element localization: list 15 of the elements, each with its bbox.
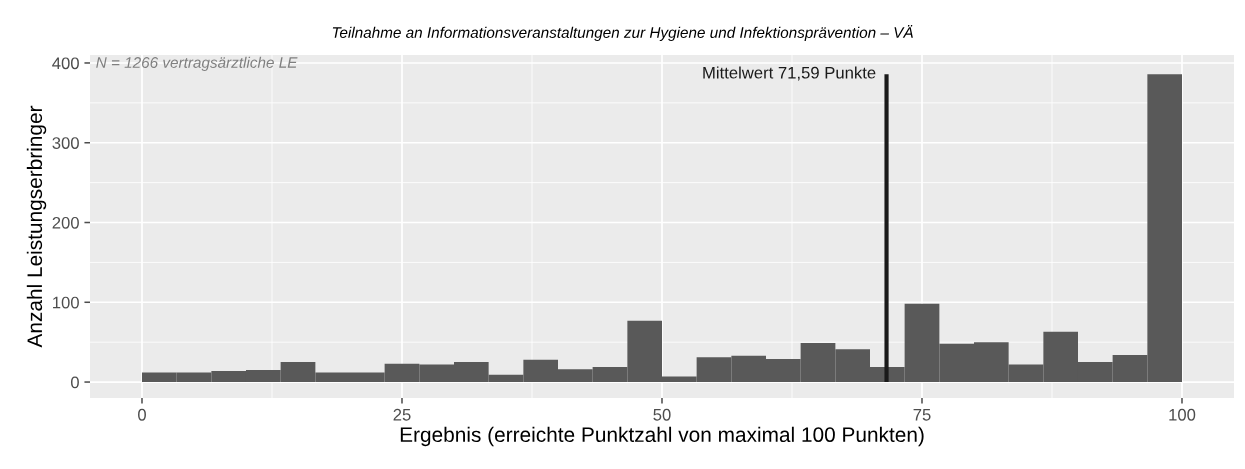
x-tick-label: 75	[913, 409, 931, 421]
chart-title: Teilnahme an Informationsveranstaltungen zur Hygiene und Infektionsprävention – VÄ	[332, 25, 913, 41]
x-tick-label: 0	[138, 408, 146, 421]
annotation: N = 1266 vertragsärztliche LE	[96, 56, 298, 71]
x-tick-label: 50	[653, 408, 671, 421]
x-tick-label: 25	[393, 408, 411, 421]
y-tick-label: 0	[70, 376, 79, 389]
y-tick-label: 200	[52, 216, 79, 229]
x-axis-title: Ergebnis (erreichte Punktzahl von maximal 100 Punkten)	[400, 426, 924, 447]
ref-line-label: Mittelwert 71,59 Punkte	[703, 66, 876, 81]
y-tick-label: 100	[53, 296, 79, 309]
y-axis-title: Anzahl Leistungserbringer	[26, 105, 47, 348]
y-tick-label: 400	[52, 57, 79, 70]
y-tick-label: 300	[52, 137, 79, 149]
x-tick-label: 100	[1169, 408, 1196, 421]
